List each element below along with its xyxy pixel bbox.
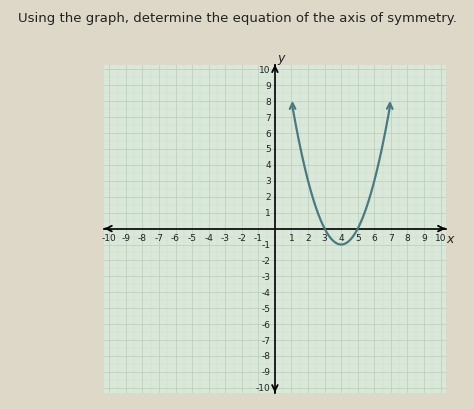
Text: -3: -3 [221, 233, 230, 242]
Text: -9: -9 [262, 368, 271, 376]
Text: x: x [447, 232, 454, 245]
Text: 2: 2 [305, 233, 311, 242]
Text: 5: 5 [265, 145, 271, 154]
Text: 2: 2 [265, 193, 271, 202]
Text: 5: 5 [355, 233, 361, 242]
Text: 6: 6 [265, 129, 271, 138]
Text: 7: 7 [388, 233, 394, 242]
Text: -2: -2 [262, 256, 271, 265]
Text: -1: -1 [254, 233, 263, 242]
Text: -6: -6 [262, 320, 271, 329]
Text: 1: 1 [265, 209, 271, 218]
Text: y: y [277, 52, 284, 65]
Text: 10: 10 [435, 233, 447, 242]
Text: -10: -10 [102, 233, 117, 242]
Text: Using the graph, determine the equation of the axis of symmetry.: Using the graph, determine the equation … [18, 12, 456, 25]
Text: 7: 7 [265, 113, 271, 122]
Text: 6: 6 [372, 233, 377, 242]
Text: -2: -2 [237, 233, 246, 242]
Text: -4: -4 [262, 288, 271, 297]
Text: -4: -4 [204, 233, 213, 242]
Text: 8: 8 [405, 233, 410, 242]
Text: 4: 4 [265, 161, 271, 170]
Text: 9: 9 [421, 233, 427, 242]
Text: -10: -10 [256, 383, 271, 392]
Text: 1: 1 [289, 233, 294, 242]
Text: -8: -8 [262, 352, 271, 361]
Text: 4: 4 [338, 233, 344, 242]
Text: -1: -1 [262, 240, 271, 249]
Text: 3: 3 [322, 233, 328, 242]
Text: -6: -6 [171, 233, 180, 242]
Text: -7: -7 [262, 336, 271, 345]
Text: -5: -5 [188, 233, 197, 242]
Text: -7: -7 [155, 233, 164, 242]
Text: 10: 10 [259, 66, 271, 75]
Text: -5: -5 [262, 304, 271, 313]
Text: 9: 9 [265, 82, 271, 90]
Text: -3: -3 [262, 272, 271, 281]
Text: 3: 3 [265, 177, 271, 186]
Text: -8: -8 [138, 233, 147, 242]
Text: 8: 8 [265, 97, 271, 106]
Text: -9: -9 [121, 233, 130, 242]
